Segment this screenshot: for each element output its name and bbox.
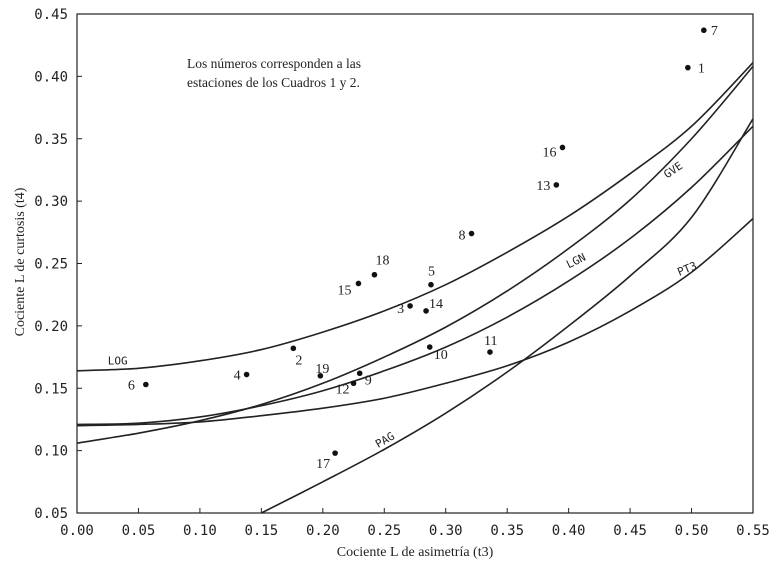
y-tick-label: 0.30 [34,194,68,210]
point-label: 11 [484,334,497,349]
data-point [423,308,429,314]
point-label: 19 [315,362,329,377]
data-point [317,372,324,379]
plot-frame [76,13,754,514]
point-label: 9 [365,373,372,388]
x-tick-label: 0.15 [245,523,279,539]
curve-label-pt3: PT3 [676,259,699,278]
data-point [553,182,560,188]
data-point [290,345,297,352]
data-point [356,370,363,377]
x-tick-label: 0.40 [552,523,586,539]
point-label: 12 [336,382,350,397]
data-point [332,450,338,456]
data-points [143,27,707,456]
curve-pag [261,118,754,514]
data-point [701,27,707,34]
x-tick-label: 0.55 [736,523,770,539]
data-point [559,144,566,151]
data-point [487,349,493,355]
data-point [428,281,434,288]
data-point [407,303,413,309]
x-tick-label: 0.30 [429,523,463,539]
curve-gve [76,65,754,444]
point-label: 15 [337,283,351,298]
x-axis-title: Cociente L de asimetría (t3) [337,545,494,560]
x-tick-label: 0.25 [367,523,401,539]
y-tick-label: 0.40 [34,69,68,85]
data-point [143,381,149,388]
point-label: 5 [428,265,435,280]
x-axis: 0.00 0.05 0.10 0.15 0.20 0.25 0.30 0.35 0.40 0.45… [60,508,770,539]
y-tick-label: 0.05 [34,506,68,522]
point-label: 1 [698,62,705,77]
data-point [355,280,362,287]
point-label: 17 [316,457,330,472]
point-label: 4 [234,369,241,384]
x-tick-label: 0.35 [490,523,524,539]
data-point [426,344,433,350]
point-label: 2 [295,353,302,368]
point-label: 10 [434,348,448,363]
point-label: 13 [536,179,550,194]
x-tick-label: 0.10 [183,523,217,539]
y-tick-label: 0.35 [34,132,68,148]
x-tick-label: 0.45 [613,523,647,539]
annotation-line-1: Los números corresponden a las [187,56,361,71]
y-tick-label: 0.25 [34,257,68,273]
x-tick-label: 0.05 [122,523,156,539]
curve-label-lgn: LGN [564,251,588,271]
point-label: 3 [397,302,404,317]
curves [76,62,754,514]
data-point [468,230,475,237]
y-tick-label: 0.20 [34,319,68,335]
data-point [350,380,357,387]
point-label: 7 [711,24,718,39]
y-tick-label: 0.45 [34,7,68,23]
x-tick-label: 0.50 [675,523,709,539]
x-tick-label: 0.20 [306,523,340,539]
data-point [371,271,378,278]
point-label: 8 [459,229,466,244]
curve-lgn [76,125,754,426]
y-axis-title: Cociente L de curtosis (t4) [13,187,28,336]
y-axis: 0.05 0.10 0.15 0.20 0.25 0.30 0.35 0.40 0.45 [34,7,82,522]
point-label: 16 [542,145,556,160]
curve-label-log: LOG [108,355,128,368]
curve-label-gve: GVE [661,159,685,181]
curve-label-pag: PAG [373,430,397,451]
y-tick-label: 0.15 [34,381,68,397]
data-point [685,64,691,71]
annotation-line-2: estaciones de los Cuadros 1 y 2. [187,75,360,90]
point-label: 14 [429,297,443,312]
x-tick-label: 0.00 [60,523,94,539]
curve-pt3 [76,217,754,427]
point-label: 18 [375,254,389,269]
curve-log [76,62,754,372]
point-label: 6 [128,379,135,394]
data-point [243,371,250,378]
y-tick-label: 0.10 [34,444,68,460]
